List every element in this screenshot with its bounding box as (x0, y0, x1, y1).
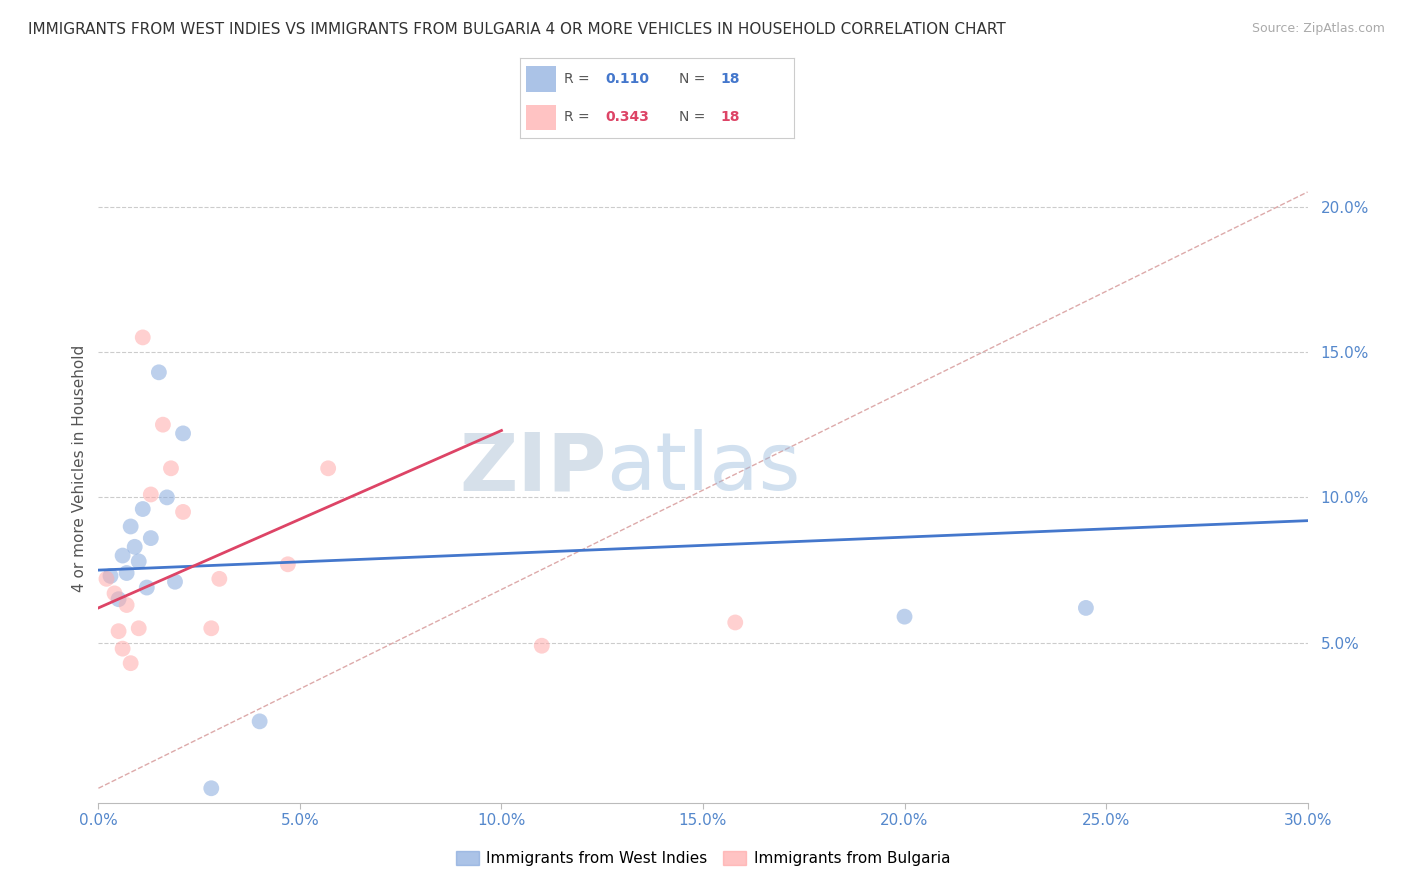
Point (120, 656, 142, 670)
Point (148, 365, 170, 379)
Text: R =: R = (564, 111, 595, 124)
Text: 0.343: 0.343 (605, 111, 650, 124)
Point (156, 491, 179, 505)
Point (152, 417, 174, 432)
Point (316, 461, 339, 475)
Point (172, 426, 194, 441)
Point (120, 519, 142, 533)
FancyBboxPatch shape (526, 66, 555, 92)
Text: Source: ZipAtlas.com: Source: ZipAtlas.com (1251, 22, 1385, 36)
Point (128, 621, 150, 635)
Point (893, 609, 915, 624)
Point (96, 572, 118, 586)
Y-axis label: 4 or more Vehicles in Household: 4 or more Vehicles in Household (72, 344, 87, 592)
Point (100, 569, 122, 583)
Point (1074, 601, 1097, 615)
Text: N =: N = (679, 111, 710, 124)
Legend: Immigrants from West Indies, Immigrants from Bulgaria: Immigrants from West Indies, Immigrants … (450, 845, 956, 872)
Point (530, 639, 553, 653)
Point (277, 558, 299, 572)
Point (107, 592, 129, 607)
Point (128, 554, 150, 568)
Point (172, 505, 194, 519)
Point (115, 566, 138, 580)
Point (111, 641, 134, 656)
Point (724, 615, 747, 630)
Point (135, 581, 157, 595)
Point (124, 540, 146, 554)
Point (160, 461, 183, 475)
Point (111, 549, 134, 563)
Text: 18: 18 (720, 111, 740, 124)
Point (200, 781, 222, 796)
Point (115, 598, 138, 612)
Point (132, 502, 155, 516)
Text: 18: 18 (720, 72, 740, 86)
Point (139, 487, 162, 501)
Text: N =: N = (679, 72, 710, 86)
Text: IMMIGRANTS FROM WEST INDIES VS IMMIGRANTS FROM BULGARIA 4 OR MORE VEHICLES IN HO: IMMIGRANTS FROM WEST INDIES VS IMMIGRANT… (28, 22, 1005, 37)
Point (208, 572, 231, 586)
Text: ZIP: ZIP (458, 429, 606, 508)
Text: atlas: atlas (606, 429, 800, 508)
Point (103, 586, 125, 600)
FancyBboxPatch shape (526, 104, 555, 130)
Point (132, 330, 155, 344)
Text: R =: R = (564, 72, 595, 86)
Point (139, 531, 162, 545)
Point (107, 624, 129, 639)
Point (200, 621, 222, 635)
Text: 0.110: 0.110 (605, 72, 650, 86)
Point (249, 714, 271, 729)
Point (163, 574, 186, 589)
